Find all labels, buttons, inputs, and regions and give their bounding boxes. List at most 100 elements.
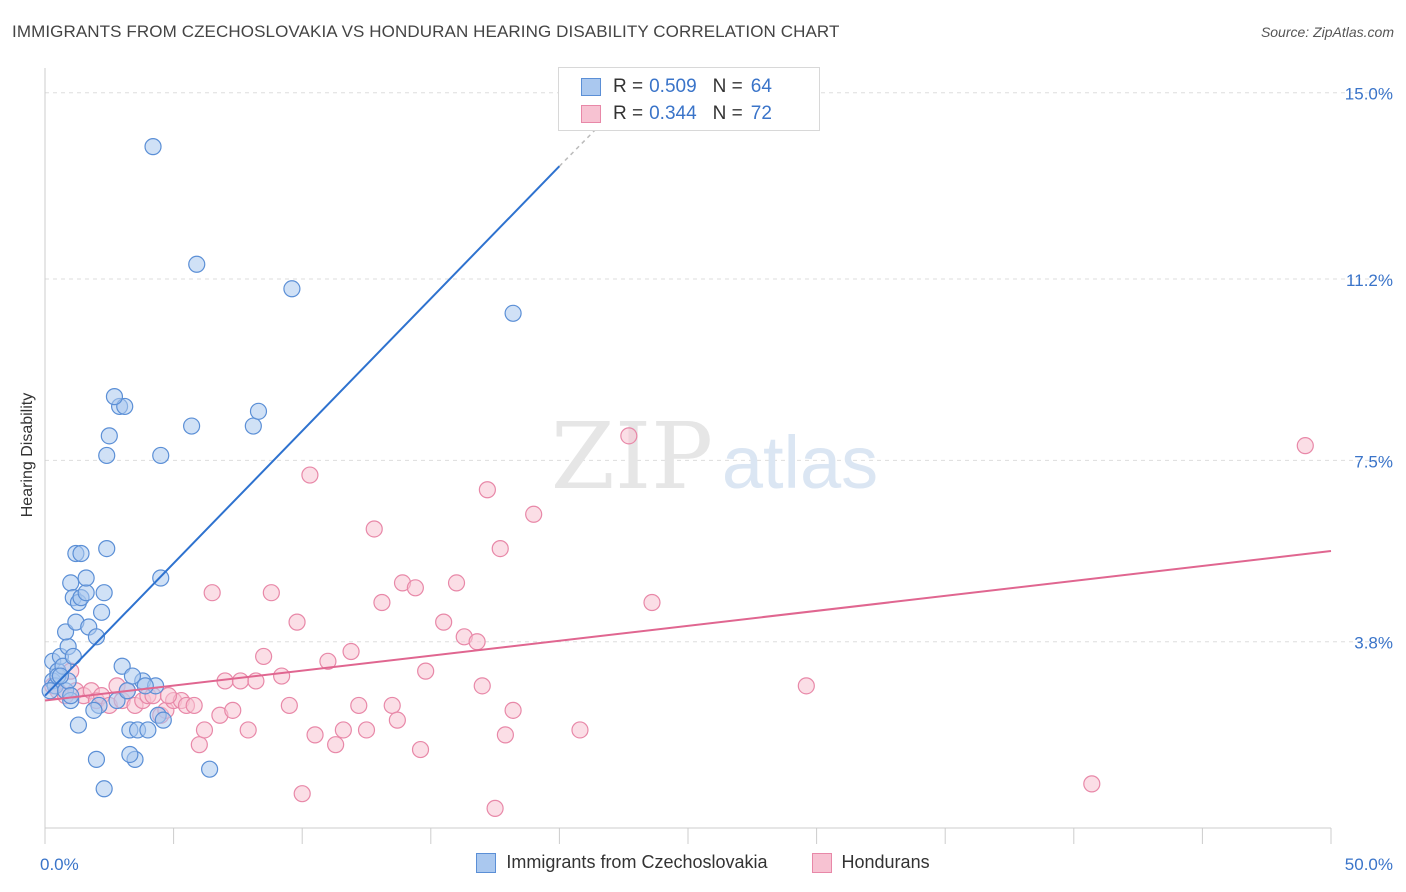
data-point-honduran [301,466,319,484]
data-point-honduran [190,736,208,754]
data-point-czechoslovakia [62,574,80,592]
data-point-czechoslovakia [87,750,106,768]
data-point-honduran [288,613,306,631]
data-point-czechoslovakia [123,667,142,685]
x-tick-label: 50.0% [1345,855,1393,874]
data-point-honduran [255,647,273,666]
data-point-honduran [273,667,291,685]
data-point-honduran [231,672,250,690]
data-point-honduran [293,785,311,803]
watermark: ZIP atlas [551,403,878,510]
data-point-honduran [571,721,589,739]
y-tick-label: 3.8% [1354,634,1393,653]
data-point-czechoslovakia [72,544,90,563]
data-point-czechoslovakia [92,603,111,621]
data-point-honduran [491,539,509,558]
data-point-honduran [239,721,257,739]
data-point-honduran [525,505,543,523]
data-point-czechoslovakia [98,539,116,558]
gridlines [45,92,1392,643]
data-point-czechoslovakia [51,667,70,685]
data-point-czechoslovakia [139,721,157,739]
data-point-czechoslovakia [95,780,113,798]
data-point-honduran [203,584,221,602]
trend-line-czechoslovakia [44,165,561,697]
chart-title: IMMIGRANTS FROM CZECHOSLOVAKIA VS HONDUR… [12,22,840,41]
data-point-czechoslovakia [136,677,154,695]
data-point-czechoslovakia [144,138,162,156]
data-point-honduran [383,696,401,715]
trend-lines [44,126,1332,702]
data-point-czechoslovakia [154,711,172,729]
trend-extension-czechoslovakia [558,126,599,167]
x-tick-label: 0.0% [40,855,79,874]
legend-n-value: 72 [750,103,772,124]
legend-swatch-pink [811,852,832,873]
series-czechoslovakia [41,138,522,798]
y-axis-label: Hearing Disability [19,392,36,518]
legend-row-czechoslovakia: R = 0.509 N = 64 [581,75,772,99]
legend-row-hondurans: R = 0.344 N = 72 [581,102,772,126]
data-point-honduran [417,662,435,680]
data-point-czechoslovakia [201,760,219,778]
data-point-honduran [1296,437,1314,455]
data-point-czechoslovakia [504,304,522,322]
data-point-czechoslovakia [100,427,118,445]
data-point-czechoslovakia [64,647,82,666]
data-point-honduran [411,740,430,759]
legend-swatch-blue [581,78,601,96]
data-point-czechoslovakia [77,569,95,587]
data-point-honduran [447,574,466,592]
data-point-czechoslovakia [87,628,106,646]
data-point-honduran [620,427,638,445]
legend-r-label: R = [613,76,644,97]
data-point-czechoslovakia [98,446,116,465]
legend-r-label: R = [613,103,644,124]
data-point-czechoslovakia [183,417,201,435]
legend-n-label: N = [712,76,743,97]
data-point-czechoslovakia [77,584,95,602]
data-point-honduran [388,711,406,729]
data-point-honduran [643,593,661,612]
data-point-honduran [478,481,496,499]
data-point-honduran [473,677,491,695]
legend-r-value: 0.344 [649,103,697,124]
data-point-honduran [262,584,280,602]
data-point-honduran [1083,775,1101,793]
correlation-legend: R = 0.509 N = 64 R = 0.344 N = 72 [558,67,820,131]
data-point-czechoslovakia [95,584,113,602]
data-point-czechoslovakia [283,280,301,298]
data-point-honduran [797,677,815,695]
data-point-honduran [468,633,486,651]
data-point-honduran [334,721,352,739]
data-point-czechoslovakia [249,402,268,420]
legend-label-czechoslovakia: Immigrants from Czechoslovakia [506,852,768,872]
data-point-honduran [406,579,424,597]
data-point-honduran [224,701,242,719]
data-point-honduran [350,696,368,715]
data-point-czechoslovakia [62,687,80,705]
data-point-czechoslovakia [152,446,170,465]
data-point-czechoslovakia [121,745,139,764]
series-legend: Immigrants from Czechoslovakia Hondurans [0,852,1406,873]
legend-label-hondurans: Hondurans [841,852,930,872]
data-point-honduran [496,726,514,744]
legend-swatch-pink [581,105,601,123]
data-point-honduran [365,520,383,538]
legend-n-value: 64 [750,76,772,97]
data-point-honduran [327,736,345,754]
data-point-honduran [319,652,337,670]
data-point-honduran [159,687,178,705]
watermark-zip: ZIP [551,403,713,510]
legend-item-czechoslovakia[interactable]: Immigrants from Czechoslovakia [476,852,768,873]
data-point-honduran [486,799,504,817]
data-point-honduran [306,726,324,744]
legend-r-value: 0.509 [649,76,697,97]
data-point-czechoslovakia [85,701,103,719]
data-point-czechoslovakia [69,716,88,734]
data-point-honduran [195,721,214,739]
legend-item-hondurans[interactable]: Hondurans [811,852,930,873]
data-point-czechoslovakia [244,417,262,435]
data-point-honduran [185,696,203,715]
